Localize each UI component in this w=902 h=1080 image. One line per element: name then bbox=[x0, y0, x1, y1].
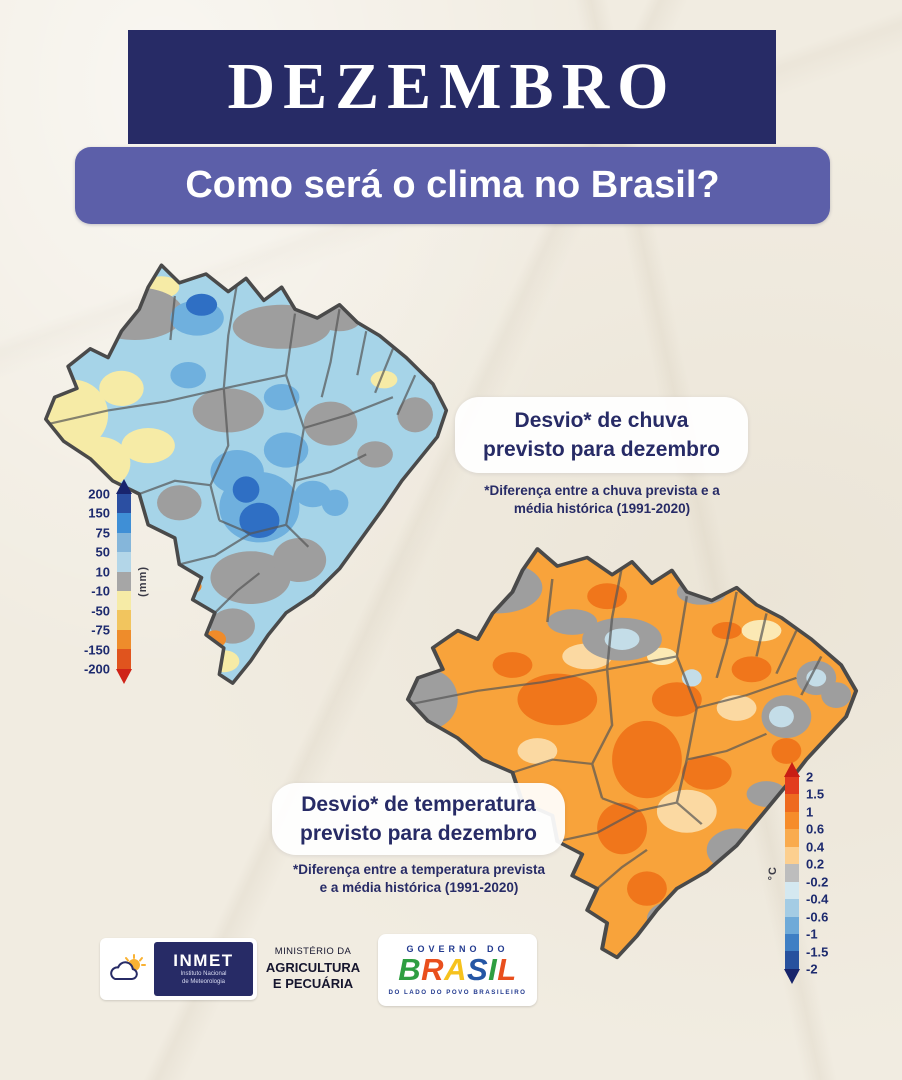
rain-title-line2: previsto para dezembro bbox=[483, 438, 720, 461]
temp-footnote: *Diferença entre a temperatura prevista … bbox=[252, 861, 586, 896]
temperature-anomaly-map bbox=[405, 547, 859, 960]
rain-footnote-line1: *Diferença entre a chuva prevista e a bbox=[484, 483, 720, 498]
temp-legend-arrow-bottom bbox=[784, 968, 800, 984]
rain-legend-colorbar bbox=[116, 479, 132, 684]
temp-legend-segments bbox=[785, 777, 799, 969]
rain-legend-unit: (mm) bbox=[137, 565, 149, 597]
temp-title-line1: Desvio* de temperatura bbox=[301, 792, 536, 816]
ministry-line1: MINISTÉRIO DA bbox=[274, 946, 352, 957]
inmet-logo: INMET Instituto Nacional de Meteorologia bbox=[100, 938, 257, 1000]
inmet-name: INMET bbox=[173, 950, 234, 970]
governo-tagline: DO LADO DO POVO BRASILEIRO bbox=[388, 988, 527, 996]
rain-legend-arrow-top bbox=[116, 479, 132, 494]
rain-anomaly-map bbox=[44, 263, 449, 685]
temp-footnote-line2: e a média histórica (1991-2020) bbox=[319, 879, 519, 895]
rain-footnote-line2: média histórica (1991-2020) bbox=[513, 500, 691, 516]
rain-map-state-borders bbox=[49, 282, 417, 614]
temp-map-country-outline bbox=[405, 547, 859, 960]
temp-legend: °C 2 1.5 1 0.6 0.4 0.2 -0.2 -0.4 -0.6 -1 -1.5 -2 bbox=[762, 762, 842, 984]
rain-title-line1: Desvio* de chuva bbox=[514, 408, 689, 432]
rain-legend: 200 150 75 50 10 -10 -50 -75 -150 -200 (mm) bbox=[70, 479, 154, 684]
inmet-cloud-sun-icon bbox=[110, 954, 146, 980]
month-title: DEZEMBRO bbox=[227, 50, 677, 123]
header-band: DEZEMBRO bbox=[128, 30, 776, 144]
inmet-navy-panel: INMET Instituto Nacional de Meteorologia bbox=[154, 942, 253, 996]
ministry-line2: AGRICULTURA bbox=[265, 960, 361, 975]
rain-map-country-outline bbox=[44, 263, 449, 685]
temp-legend-arrow-top bbox=[784, 762, 800, 777]
ministry-logo-text: MINISTÉRIO DA AGRICULTURA E PECUÁRIA bbox=[258, 946, 368, 991]
temp-map-state-borders bbox=[412, 565, 823, 890]
subtitle-band: Como será o clima no Brasil? bbox=[75, 147, 830, 224]
inmet-subtitle-line2: de Meteorologia bbox=[181, 979, 226, 986]
rain-legend-ticks: 200 150 75 50 10 -10 -50 -75 -150 -200 bbox=[83, 486, 110, 677]
temp-footnote-line1: *Diferença entre a temperatura prevista bbox=[292, 862, 546, 877]
temp-legend-ticks: 2 1.5 1 0.6 0.4 0.2 -0.2 -0.4 -0.6 -1 -1.5 -2 bbox=[806, 769, 829, 977]
temp-legend-unit: °C bbox=[767, 865, 779, 881]
rain-legend-arrow-bottom bbox=[116, 668, 132, 684]
ministry-line3: E PECUÁRIA bbox=[272, 975, 354, 991]
inmet-icon-wrap bbox=[104, 952, 154, 986]
governo-brasil-logo: GOVERNO DO BRASIL DO LADO DO POVO BRASIL… bbox=[378, 934, 537, 1006]
temp-title-pill: Desvio* de temperatura previsto para dez… bbox=[272, 783, 565, 855]
rain-legend-segments bbox=[117, 494, 131, 669]
rain-title-pill: Desvio* de chuva previsto para dezembro bbox=[455, 397, 748, 473]
page-question: Como será o clima no Brasil? bbox=[185, 164, 720, 206]
inmet-subtitle-line1: Instituto Nacional bbox=[180, 971, 227, 978]
rain-footnote: *Diferença entre a chuva prevista e a mé… bbox=[443, 482, 761, 517]
governo-top-text: GOVERNO DO bbox=[406, 944, 509, 955]
temp-title-line2: previsto para dezembro bbox=[300, 822, 537, 845]
governo-brasil-wordmark: BRASIL bbox=[398, 952, 517, 988]
temp-legend-colorbar bbox=[784, 762, 800, 984]
